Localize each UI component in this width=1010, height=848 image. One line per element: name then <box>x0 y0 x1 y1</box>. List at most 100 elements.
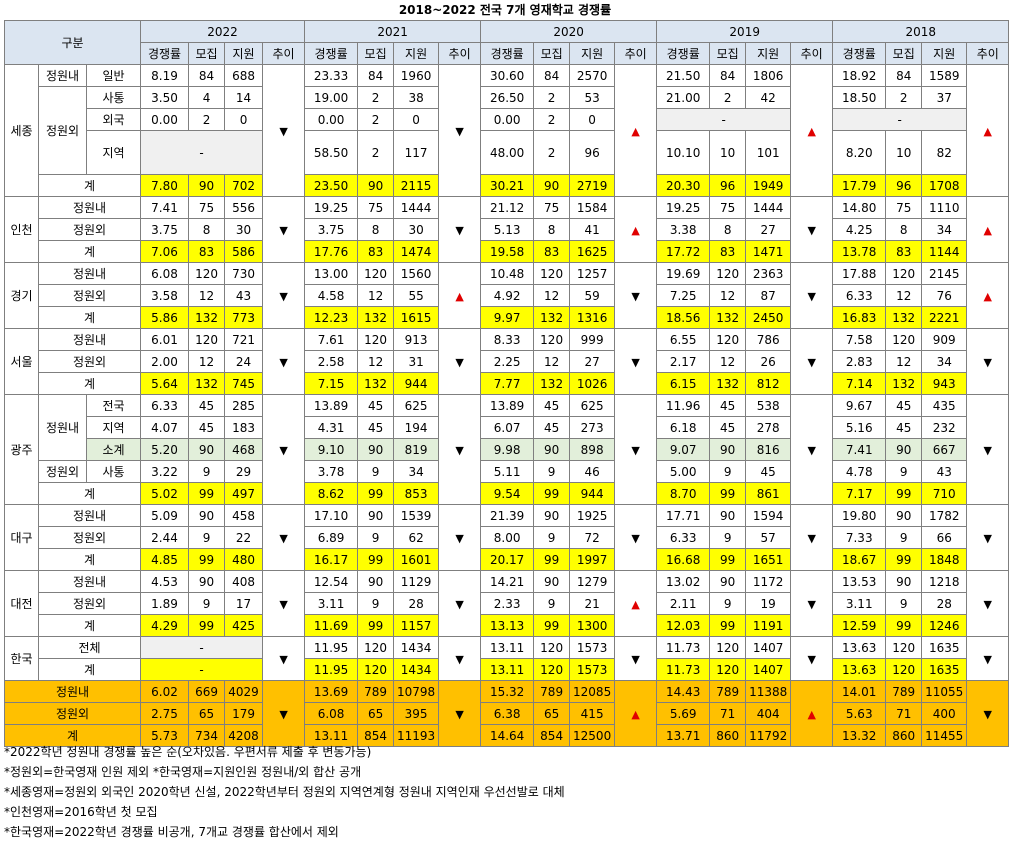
value-cell: 1949 <box>745 174 792 197</box>
value-cell: 90 <box>533 174 571 197</box>
value-cell: 1848 <box>921 548 968 571</box>
value-cell: 132 <box>533 306 571 329</box>
value-cell: 45 <box>709 394 747 417</box>
value-cell: 9.10 <box>304 438 359 461</box>
header-column: 모집 <box>357 42 395 65</box>
value-cell: 19.69 <box>656 262 711 285</box>
value-cell: 90 <box>357 504 395 527</box>
triangle-up-icon: ▲ <box>631 707 640 721</box>
trend-cell: ▼ <box>262 504 306 571</box>
value-cell: 99 <box>885 482 923 505</box>
value-cell: 2 <box>188 108 226 131</box>
value-cell: 5.86 <box>140 306 190 329</box>
value-cell: 6.55 <box>656 328 711 351</box>
value-cell: 1625 <box>569 240 616 263</box>
value-cell: 12.03 <box>656 614 711 637</box>
value-cell: 745 <box>224 372 264 395</box>
value-cell: 8 <box>533 218 571 241</box>
trend-cell: ▼ <box>614 394 658 505</box>
value-cell: 83 <box>357 240 395 263</box>
header-column: 추이 <box>438 42 482 65</box>
value-cell: 9 <box>188 592 226 615</box>
row-label: 정원내 <box>3 680 142 703</box>
value-cell: 99 <box>709 614 747 637</box>
value-cell: 132 <box>533 372 571 395</box>
value-cell: 0 <box>569 108 616 131</box>
triangle-down-icon: ▼ <box>807 289 816 303</box>
value-cell: 75 <box>357 196 395 219</box>
value-cell: 0 <box>224 108 264 131</box>
row-label: 서울 <box>4 328 39 395</box>
value-cell: 1246 <box>921 614 968 637</box>
value-cell: 1471 <box>745 240 792 263</box>
value-cell: 4.58 <box>304 284 359 307</box>
value-cell: 7.58 <box>832 328 887 351</box>
value-cell: 132 <box>188 306 226 329</box>
value-cell: 6.01 <box>140 328 190 351</box>
value-cell: 120 <box>188 328 226 351</box>
value-cell: 26.50 <box>480 86 535 109</box>
value-cell: 1635 <box>921 658 968 681</box>
value-cell: 90 <box>885 504 923 527</box>
value-cell: 8.70 <box>656 482 711 505</box>
value-cell: 84 <box>188 64 226 87</box>
row-label: 정원내 <box>37 504 142 527</box>
triangle-down-icon: ▼ <box>279 652 288 666</box>
value-cell: 12.59 <box>832 614 887 637</box>
value-cell: 702 <box>224 174 264 197</box>
value-cell: 11455 <box>921 724 968 747</box>
value-cell: 18.67 <box>832 548 887 571</box>
header-column: 경쟁률 <box>304 42 359 65</box>
trend-cell: ▼ <box>614 262 658 329</box>
value-cell: 120 <box>357 262 395 285</box>
value-cell: 3.22 <box>140 460 190 483</box>
value-cell: 819 <box>393 438 440 461</box>
value-cell: 13.89 <box>480 394 535 417</box>
value-cell: 3.11 <box>832 592 887 615</box>
value-cell: 898 <box>569 438 616 461</box>
value-cell: 12 <box>533 284 571 307</box>
value-cell: 83 <box>709 240 747 263</box>
triangle-down-icon: ▼ <box>279 223 288 237</box>
value-cell: 860 <box>709 724 747 747</box>
value-cell: 34 <box>921 350 968 373</box>
value-cell: 2 <box>885 86 923 109</box>
triangle-down-icon: ▼ <box>807 531 816 545</box>
value-cell: 84 <box>709 64 747 87</box>
value-cell: 468 <box>224 438 264 461</box>
triangle-down-icon: ▼ <box>279 597 288 611</box>
trend-cell: ▲ <box>614 64 658 197</box>
value-cell: 90 <box>709 570 747 593</box>
value-cell: 12 <box>188 350 226 373</box>
value-cell: 6.33 <box>656 526 711 549</box>
value-cell: 132 <box>357 372 395 395</box>
value-cell: 395 <box>393 702 440 725</box>
empty-cell: - <box>140 636 264 659</box>
value-cell: 20.17 <box>480 548 535 571</box>
value-cell: 6.15 <box>656 372 711 395</box>
value-cell: 8.19 <box>140 64 190 87</box>
value-cell: 90 <box>357 570 395 593</box>
value-cell: 30.21 <box>480 174 535 197</box>
value-cell: 11.95 <box>304 636 359 659</box>
value-cell: 9 <box>357 526 395 549</box>
value-cell: 21.39 <box>480 504 535 527</box>
footnotes: *2022학년 정원내 경쟁률 높은 순(오차있음. 우편서류 제출 후 변동가… <box>4 742 1004 842</box>
value-cell: 7.06 <box>140 240 190 263</box>
value-cell: 6.08 <box>140 262 190 285</box>
value-cell: 42 <box>745 86 792 109</box>
value-cell: 21 <box>569 592 616 615</box>
trend-cell: ▲ <box>614 570 658 637</box>
value-cell: 2 <box>533 86 571 109</box>
value-cell: 19 <box>745 592 792 615</box>
value-cell: 14.80 <box>832 196 887 219</box>
value-cell: 13.53 <box>832 570 887 593</box>
value-cell: 75 <box>188 196 226 219</box>
value-cell: 83 <box>533 240 571 263</box>
trend-cell: ▼ <box>262 328 306 395</box>
value-cell: 1584 <box>569 196 616 219</box>
trend-cell: ▼ <box>262 196 306 263</box>
value-cell: 18.56 <box>656 306 711 329</box>
value-cell: 2 <box>709 86 747 109</box>
value-cell: 14.64 <box>480 724 535 747</box>
